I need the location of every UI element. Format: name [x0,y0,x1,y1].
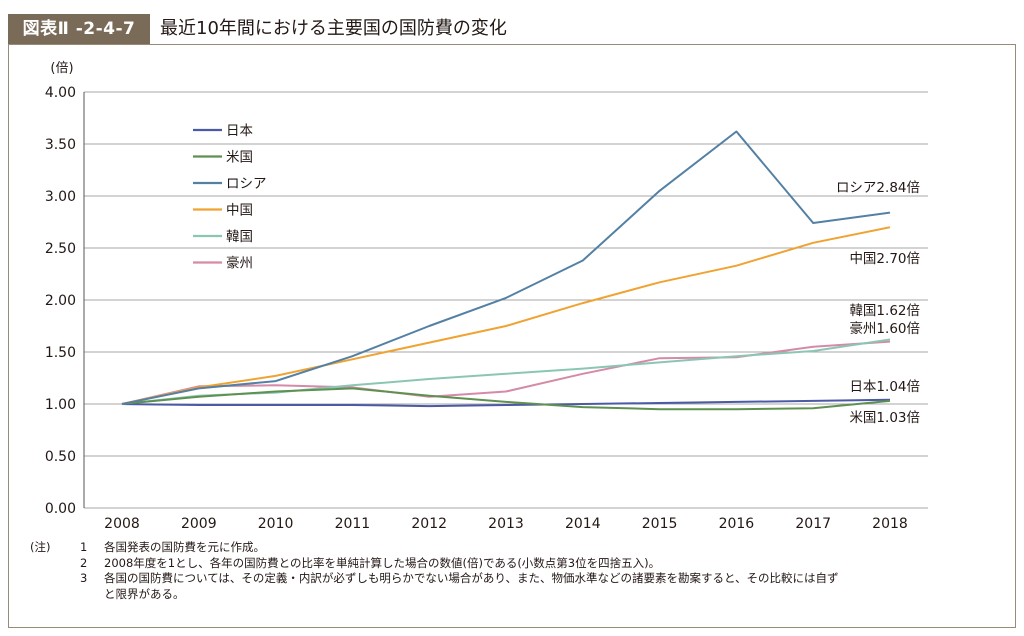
end-label: 米国1.03倍 [849,410,920,426]
x-tick-label: 2015 [642,516,678,532]
y-tick-label: 4.00 [45,85,76,101]
x-tick-label: 2017 [795,516,831,532]
y-tick-label: 0.50 [45,449,76,465]
series-line-4 [121,226,891,405]
legend-label: 韓国 [226,229,253,245]
end-label: 日本1.04倍 [849,379,920,395]
y-tick-label: 1.50 [45,345,76,361]
x-tick-label: 2009 [181,516,217,532]
notes-lead: (注) [30,540,51,554]
x-tick-label: 2018 [872,516,908,532]
series-line-3 [121,130,891,405]
figure-title: 最近10年間における主要国の国防費の変化 [160,18,507,39]
x-tick-label: 2013 [488,516,524,532]
y-unit-label: (倍) [50,61,73,76]
x-tick-label: 2014 [565,516,601,532]
y-tick-label: 1.00 [45,397,76,413]
note-text: 各国の国防費については、その定義・内訳が必ずしも明らかでない場合があり、また、物… [104,571,839,585]
y-tick-label: 0.00 [45,501,76,517]
y-tick-label: 2.00 [45,293,76,309]
end-label: 韓国1.62倍 [849,303,920,319]
x-tick-label: 2008 [104,516,140,532]
note-text: 各国発表の国防費を元に作成。 [104,540,265,554]
y-tick-label: 3.00 [45,189,76,205]
end-label: 豪州1.60倍 [849,321,920,337]
figure-badge: 図表Ⅱ -2-4-7 [8,14,150,44]
y-tick-label: 3.50 [45,137,76,153]
legend-label: 豪州 [226,256,253,272]
x-tick-label: 2016 [719,516,755,532]
end-label: ロシア2.84倍 [836,180,920,196]
series-line-2 [121,387,891,411]
note-number: 3 [80,571,88,585]
x-tick-label: 2012 [411,516,447,532]
series-line-1 [121,398,891,408]
note-text: 2008年度を1とし、各年の国防費との比率を単純計算した場合の数値(倍)である(… [104,555,661,570]
note-number: 2 [80,555,88,570]
x-tick-label: 2011 [335,516,371,532]
x-tick-label: 2010 [258,516,294,532]
note-text: と限界がある。 [104,586,185,601]
legend-label: 米国 [226,150,253,166]
figure-frame [8,44,1016,628]
y-tick-label: 2.50 [45,241,76,257]
note-number: 1 [80,540,88,554]
legend-label: 中国 [226,203,253,219]
end-label: 中国2.70倍 [849,251,920,267]
legend-label: 日本 [226,123,253,139]
legend-label: ロシア [226,176,267,192]
